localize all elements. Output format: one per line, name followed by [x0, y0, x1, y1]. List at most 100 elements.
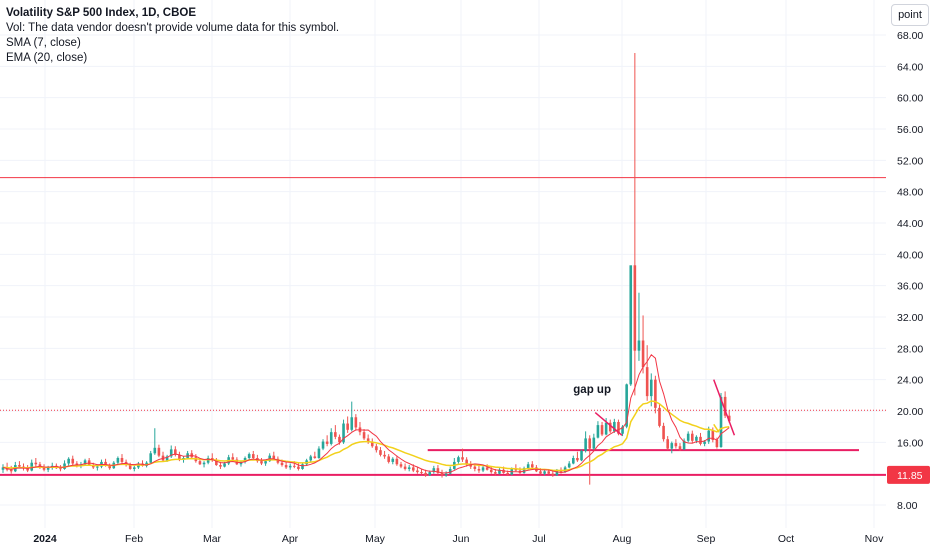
candle-body-119 — [489, 469, 493, 473]
candle-body-101 — [416, 470, 419, 473]
candle-body-115 — [473, 466, 477, 469]
candle-body-69 — [284, 465, 288, 468]
candle-body-152 — [625, 384, 628, 427]
horizontal-lines — [0, 177, 886, 476]
time-axis[interactable]: 2024 Feb Mar Apr May Jun Jul Aug Sep Oct Nov — [33, 533, 884, 545]
candle-body-66 — [272, 455, 276, 459]
candle-body-25 — [104, 461, 107, 466]
time-tick-label: Nov — [865, 533, 884, 545]
candle-body-140 — [576, 458, 579, 461]
candle-body-23 — [96, 466, 99, 468]
candle-body-160 — [658, 407, 661, 426]
sma-line — [2, 354, 730, 474]
candle-body-167 — [686, 433, 690, 441]
price-tick-label: 28.00 — [897, 343, 923, 355]
candle-body-49 — [202, 462, 206, 465]
time-tick-label: May — [365, 533, 386, 545]
candle-body-70 — [288, 465, 292, 468]
candle-body-127 — [522, 468, 526, 473]
price-axis[interactable]: 68.00 64.00 60.00 56.00 52.00 48.00 44.00 40.00… — [897, 30, 923, 512]
candle-body-173 — [711, 430, 715, 440]
candle-body-92 — [379, 450, 382, 455]
candle-body-132 — [543, 471, 546, 474]
candle-body-0 — [1, 467, 5, 470]
candle-body-142 — [584, 438, 587, 451]
candle-body-37 — [153, 447, 157, 454]
candle-body-78 — [321, 441, 325, 449]
candle-body-96 — [395, 458, 399, 465]
candle-body-72 — [297, 466, 300, 469]
price-tick-label: 60.00 — [897, 93, 923, 105]
candle-body-162 — [666, 439, 669, 449]
candle-body-156 — [641, 340, 645, 368]
candle-body-86 — [354, 417, 358, 428]
candle-body-166 — [682, 440, 686, 450]
candle-body-175 — [719, 396, 723, 448]
time-tick-label: Aug — [613, 533, 632, 545]
candle-body-134 — [551, 473, 555, 476]
candle-body-48 — [198, 461, 202, 465]
trendline-1 — [713, 379, 736, 436]
candle-body-172 — [707, 430, 711, 442]
candle-body-171 — [703, 441, 706, 444]
candle-body-50 — [206, 458, 210, 463]
candle-body-118 — [485, 467, 489, 470]
ema-legend[interactable]: EMA (20, close) — [6, 52, 88, 64]
price-tick-label: 24.00 — [897, 375, 923, 387]
candle-body-97 — [399, 464, 403, 467]
candle-body-163 — [670, 443, 674, 449]
candle-body-52 — [215, 460, 218, 466]
candle-body-73 — [301, 464, 304, 469]
candle-body-128 — [526, 464, 530, 469]
candle-body-144 — [592, 437, 596, 449]
scale-mode-button[interactable]: point — [891, 4, 929, 26]
candle-body-131 — [539, 471, 542, 474]
ema-line — [2, 400, 730, 472]
candle-body-159 — [654, 379, 657, 408]
candle-body-32 — [132, 467, 136, 469]
candle-body-102 — [420, 472, 423, 474]
candle-body-8 — [34, 462, 38, 465]
last-price-tag: 11.85 — [887, 465, 930, 484]
time-tick-label: Sep — [697, 533, 716, 545]
candlestick-series — [1, 53, 731, 485]
candle-body-11 — [46, 467, 50, 470]
candle-body-141 — [580, 450, 583, 461]
candle-body-28 — [116, 458, 120, 463]
candle-body-90 — [370, 441, 374, 447]
time-tick-label: Oct — [778, 533, 794, 545]
candle-body-146 — [600, 425, 604, 435]
candle-body-158 — [649, 379, 653, 397]
candle-body-93 — [383, 454, 386, 457]
time-tick-label: Jun — [453, 533, 470, 545]
symbol-title[interactable]: Volatility S&P 500 Index, 1D, CBOE — [6, 7, 197, 19]
candle-body-63 — [260, 461, 263, 464]
chart-legend: Volatility S&P 500 Index, 1D, CBOE Vol: … — [6, 6, 339, 66]
candle-body-149 — [613, 421, 616, 432]
candle-body-168 — [690, 433, 694, 441]
candle-body-111 — [457, 457, 460, 462]
candle-body-31 — [128, 465, 132, 469]
sma-legend[interactable]: SMA (7, close) — [6, 37, 81, 49]
candle-body-165 — [678, 446, 682, 450]
candle-body-64 — [264, 461, 267, 464]
price-tick-label: 40.00 — [897, 249, 923, 261]
candle-body-169 — [695, 436, 698, 441]
candle-body-71 — [293, 465, 296, 467]
candle-body-79 — [325, 441, 329, 444]
candle-body-108 — [444, 473, 448, 476]
candle-body-53 — [219, 465, 222, 467]
volume-legend: Vol: The data vendor doesn't provide vol… — [6, 22, 340, 34]
candle-body-42 — [174, 449, 177, 455]
candle-body-154 — [633, 265, 637, 351]
candle-body-157 — [645, 367, 649, 397]
time-tick-label: Jul — [532, 533, 545, 545]
candle-body-174 — [715, 439, 719, 448]
candle-body-83 — [342, 423, 345, 443]
candle-body-103 — [424, 472, 427, 476]
candle-body-176 — [723, 396, 727, 416]
candle-body-26 — [108, 465, 111, 469]
candle-body-41 — [169, 449, 173, 457]
moving-averages — [2, 354, 730, 474]
